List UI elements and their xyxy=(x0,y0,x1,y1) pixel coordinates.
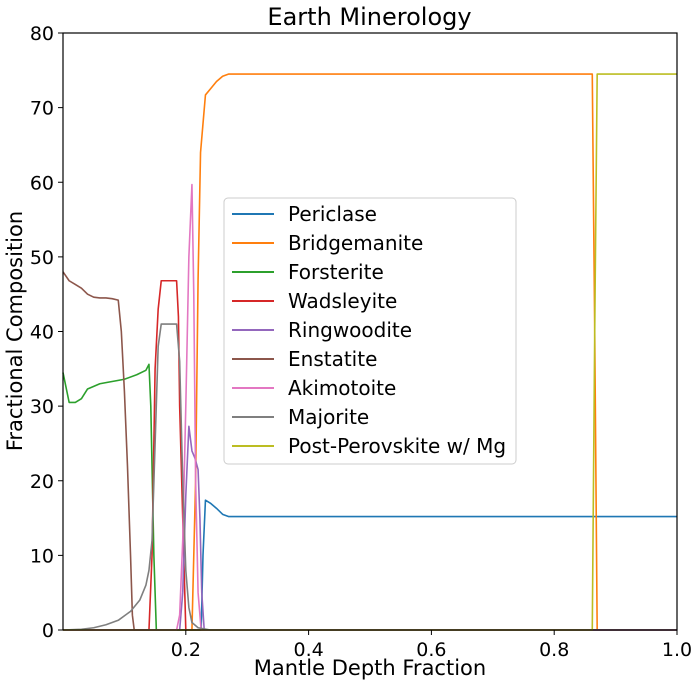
x-axis: 0.2 0.4 0.6 0.8 1.0 xyxy=(171,630,692,661)
chart-title: Earth Minerology xyxy=(267,3,471,31)
legend-label: Bridgemanite xyxy=(288,231,423,255)
x-tick-label: 0.8 xyxy=(539,639,569,661)
legend-label: Ringwoodite xyxy=(288,318,412,342)
y-tick-label: 40 xyxy=(30,322,54,344)
legend-label: Akimotoite xyxy=(288,376,396,400)
legend-label: Wadsleyite xyxy=(288,289,397,313)
y-tick-label: 50 xyxy=(30,247,54,269)
series-line-6 xyxy=(63,183,677,631)
y-tick-label: 30 xyxy=(30,396,54,418)
legend-box xyxy=(223,197,517,465)
series-layer xyxy=(62,73,677,631)
legend-label: Post-Perovskite w/ Mg xyxy=(288,434,506,458)
legend-label: Enstatite xyxy=(288,347,377,371)
legend: Periclase Bridgemanite Forsterite Wadsleyit… xyxy=(223,197,517,465)
y-tick-label: 80 xyxy=(30,23,54,45)
y-tick-label: 10 xyxy=(30,545,54,567)
series-line-1 xyxy=(63,73,677,631)
legend-label: Forsterite xyxy=(288,260,384,284)
y-axis-label: Fractional Composition xyxy=(3,211,27,451)
y-tick-label: 0 xyxy=(42,620,54,642)
series-line-4 xyxy=(63,425,677,631)
legend-label: Majorite xyxy=(288,405,369,429)
x-tick-label: 0.6 xyxy=(416,639,446,661)
x-tick-label: 0.2 xyxy=(171,639,201,661)
x-axis-label: Mantle Depth Fraction xyxy=(254,656,486,680)
x-tick-label: 0.4 xyxy=(293,639,323,661)
series-line-0 xyxy=(63,499,677,631)
y-tick-label: 70 xyxy=(30,98,54,120)
legend-label: Periclase xyxy=(288,202,377,226)
series-line-5 xyxy=(62,271,677,631)
x-tick-label: 1.0 xyxy=(662,639,692,661)
y-axis: 0 10 20 30 40 50 60 70 80 xyxy=(30,23,63,642)
series-line-7 xyxy=(62,323,677,631)
y-tick-label: 20 xyxy=(30,471,54,493)
y-tick-label: 60 xyxy=(30,172,54,194)
